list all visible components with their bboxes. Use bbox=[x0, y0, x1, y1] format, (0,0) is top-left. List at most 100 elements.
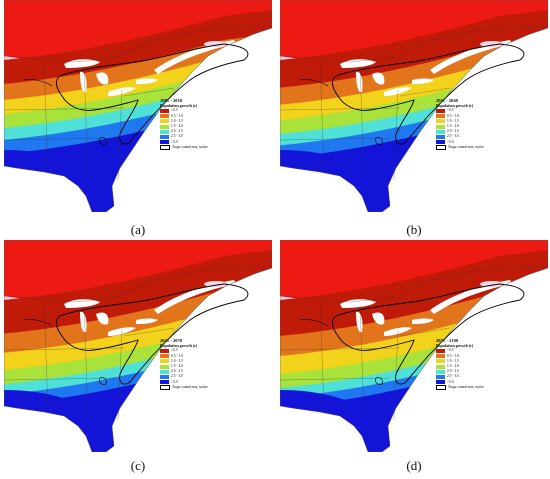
island-shape bbox=[480, 41, 504, 47]
state-border-1 bbox=[43, 301, 49, 411]
river-gap bbox=[430, 280, 512, 314]
growth-band-1 bbox=[280, 37, 548, 105]
lake-0 bbox=[64, 299, 100, 308]
caption-c: (c) bbox=[130, 458, 146, 473]
range-fragment bbox=[99, 377, 107, 385]
legend-class-5: 2.5 - 3.0 bbox=[436, 134, 484, 139]
native-range-outline bbox=[55, 43, 249, 145]
legend-class-0: <0.5 bbox=[436, 108, 484, 113]
legend-swatch bbox=[436, 369, 445, 374]
state-border-3 bbox=[117, 329, 123, 421]
legend-title-a: Population growth (r) bbox=[160, 103, 198, 109]
legend-rows-c: <0.5 0.5 - 1.0 1.0 - 1.5 1.5 - 2.0 2.0 - 2.5… bbox=[160, 348, 208, 385]
legend-swatch bbox=[436, 374, 445, 379]
legend-class-3: 1.5 - 2.0 bbox=[436, 364, 484, 369]
state-border-1 bbox=[43, 61, 49, 171]
legend-rows-a: <0.5 0.5 - 1.0 1.0 - 1.5 1.5 - 2.0 2.0 - 2.5… bbox=[160, 108, 208, 145]
climate-zones bbox=[4, 0, 272, 212]
legend-class-4: 2.0 - 2.5 bbox=[436, 129, 484, 134]
range-fragment bbox=[299, 79, 329, 87]
state-border-5 bbox=[4, 137, 115, 141]
legend-class-0: <0.5 bbox=[160, 348, 208, 353]
legend-b: 2011 - 2040 Population growth (r) <0.5 0.… bbox=[436, 98, 484, 150]
legend-class-label: 2.0 - 2.5 bbox=[447, 129, 459, 134]
legend-swatch bbox=[160, 364, 169, 369]
legend-class-1: 0.5 - 1.0 bbox=[436, 114, 484, 119]
legend-class-0: <0.5 bbox=[160, 108, 208, 113]
legend-class-label: 1.5 - 2.0 bbox=[171, 123, 183, 128]
legend-class-2: 1.0 - 1.5 bbox=[436, 359, 484, 364]
legend-swatch bbox=[436, 349, 445, 353]
legend-class-6: >3.0 bbox=[160, 140, 208, 145]
legend-class-label: 0.5 - 1.0 bbox=[171, 113, 183, 118]
legend-class-1: 0.5 - 1.0 bbox=[160, 114, 208, 119]
lake-4 bbox=[136, 78, 158, 84]
state-border-3 bbox=[117, 89, 123, 181]
legend-class-label: >3.0 bbox=[447, 379, 454, 384]
legend-swatch bbox=[160, 349, 169, 353]
legend-class-6: >3.0 bbox=[160, 380, 208, 385]
state-border-4 bbox=[4, 347, 125, 351]
river-gap bbox=[430, 40, 512, 74]
legend-class-label: >3.0 bbox=[447, 139, 454, 144]
legend-outline-a: Tsuga canadensis, native bbox=[160, 145, 208, 150]
state-border-1 bbox=[319, 61, 325, 171]
legend-class-label: 1.0 - 1.5 bbox=[447, 118, 459, 123]
legend-class-5: 2.5 - 3.0 bbox=[436, 374, 484, 379]
legend-class-label: <0.5 bbox=[447, 348, 454, 353]
legend-swatch bbox=[160, 359, 169, 364]
lake-4 bbox=[136, 318, 158, 324]
legend-d: 2071 - 2100 Population growth (r) <0.5 0.… bbox=[436, 338, 484, 390]
northern-region bbox=[280, 240, 548, 306]
map-d bbox=[280, 240, 548, 452]
legend-swatch bbox=[160, 109, 169, 113]
range-fragment bbox=[23, 79, 53, 87]
legend-a: 1981 - 2010 Population growth (r) <0.5 0.… bbox=[160, 98, 208, 150]
legend-class-label: 2.5 - 3.0 bbox=[447, 134, 459, 139]
legend-swatch bbox=[436, 140, 445, 145]
lake-2 bbox=[372, 72, 385, 85]
legend-swatch bbox=[160, 129, 169, 134]
state-border-2 bbox=[83, 65, 89, 177]
legend-class-0: <0.5 bbox=[436, 348, 484, 353]
legend-class-1: 0.5 - 1.0 bbox=[436, 354, 484, 359]
northern-region bbox=[4, 0, 272, 66]
range-fragment bbox=[23, 319, 53, 327]
legend-swatch bbox=[436, 124, 445, 129]
legend-swatch bbox=[436, 359, 445, 364]
legend-swatch bbox=[436, 119, 445, 124]
state-border-2 bbox=[83, 305, 89, 417]
legend-swatch bbox=[436, 109, 445, 113]
legend-swatch bbox=[160, 114, 169, 119]
legend-class-label: 0.5 - 1.0 bbox=[447, 113, 459, 118]
lake-2 bbox=[96, 72, 109, 85]
legend-class-2: 1.0 - 1.5 bbox=[436, 119, 484, 124]
lake-4 bbox=[412, 318, 434, 324]
state-border-6 bbox=[399, 327, 451, 337]
legend-swatch bbox=[436, 364, 445, 369]
legend-class-label: 2.0 - 2.5 bbox=[171, 129, 183, 134]
native-range-outline bbox=[55, 283, 249, 385]
legend-class-label: 0.5 - 1.0 bbox=[447, 353, 459, 358]
climate-zones bbox=[4, 240, 272, 452]
map-panel-d: 2071 - 2100 Population growth (r) <0.5 0.… bbox=[280, 240, 548, 452]
map-panel-c: 2041 - 2070 Population growth (r) <0.5 0.… bbox=[4, 240, 272, 452]
state-border-0 bbox=[280, 265, 548, 303]
state-border-4 bbox=[280, 347, 401, 351]
legend-class-5: 2.5 - 3.0 bbox=[160, 134, 208, 139]
state-border-2 bbox=[359, 305, 365, 417]
climate-zones bbox=[280, 0, 548, 212]
legend-class-label: 1.5 - 2.0 bbox=[447, 363, 459, 368]
legend-class-4: 2.0 - 2.5 bbox=[160, 369, 208, 374]
legend-class-label: >3.0 bbox=[171, 379, 178, 384]
legend-c: 2041 - 2070 Population growth (r) <0.5 0.… bbox=[160, 338, 208, 390]
state-border-5 bbox=[280, 137, 391, 141]
state-border-4 bbox=[4, 107, 125, 111]
state-border-1 bbox=[319, 301, 325, 411]
state-border-3 bbox=[393, 329, 399, 421]
caption-d: (d) bbox=[406, 458, 422, 473]
legend-swatch bbox=[436, 134, 445, 139]
legend-class-label: >3.0 bbox=[171, 139, 178, 144]
lake-4 bbox=[412, 78, 434, 84]
legend-class-label: 2.5 - 3.0 bbox=[447, 374, 459, 379]
